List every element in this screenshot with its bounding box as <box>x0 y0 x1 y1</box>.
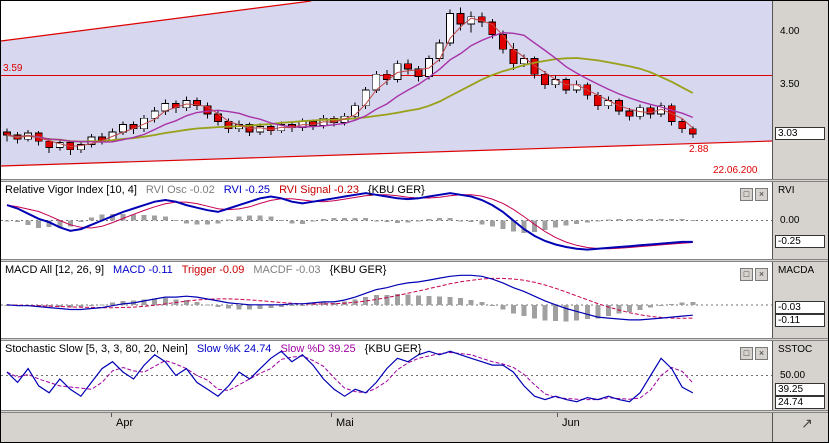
month-label: Mai <box>336 417 354 429</box>
stochastic-value-badge: 24.74 <box>775 395 825 409</box>
legend-item: Slow %D 39.25 <box>280 343 356 355</box>
legend-item: {KBU GER} <box>364 343 422 355</box>
legend-item: Stochastic Slow [5, 3, 3, 80, 20, Nein] <box>5 343 188 355</box>
restore-button[interactable]: □ <box>740 347 753 360</box>
legend-item: Slow %K 24.74 <box>196 343 272 355</box>
restore-button[interactable]: □ <box>740 188 753 201</box>
month-label: Apr <box>116 417 134 429</box>
value-axis-column <box>772 1 828 442</box>
macd-panel[interactable]: MACD All [12, 26, 9] MACD -0.11 Trigger -0… <box>1 262 772 338</box>
last-date-label: 22.06.200 <box>713 165 758 176</box>
rvi-legend: Relative Vigor Index [10, 4] RVI Osc -0.0… <box>5 184 434 196</box>
macd-plot <box>1 274 772 322</box>
rvi-panel-label[interactable]: RVI <box>778 185 795 196</box>
last-price-badge: 3.03 <box>775 126 825 140</box>
panel-window-buttons: □ × <box>738 343 768 361</box>
trendline-price-label: 3.59 <box>3 63 23 75</box>
legend-item: MACD -0.11 <box>113 264 173 276</box>
legend-item: RVI Osc -0.02 <box>145 184 215 196</box>
legend-item: Trigger -0.09 <box>181 264 245 276</box>
legend-item: MACDF -0.03 <box>253 264 321 276</box>
legend-item: RVI Signal -0.23 <box>279 184 359 196</box>
panel-separator[interactable] <box>1 259 828 262</box>
legend-item: RVI -0.25 <box>223 184 271 196</box>
stochastic-panel-label[interactable]: SSTOC <box>778 344 813 355</box>
channel-low-label: 2.88 <box>689 144 709 155</box>
axis-tick <box>111 412 112 417</box>
arrow-icon: ↗ <box>801 415 813 431</box>
close-button[interactable]: × <box>755 347 768 360</box>
close-button[interactable]: × <box>755 188 768 201</box>
macd-value-badge: -0.11 <box>775 313 825 327</box>
time-axis: Apr Mai Jun <box>1 412 772 442</box>
close-button[interactable]: × <box>755 268 768 281</box>
panel-separator[interactable] <box>1 338 828 341</box>
panel-window-buttons: □ × <box>738 264 768 282</box>
restore-button[interactable]: □ <box>740 268 753 281</box>
stochastic-plot <box>1 350 772 403</box>
rvi-panel[interactable]: Relative Vigor Index [10, 4] RVI Osc -0.0… <box>1 182 772 259</box>
legend-item: Relative Vigor Index [10, 4] <box>5 184 137 196</box>
macd-panel-label[interactable]: MACDA <box>778 265 815 276</box>
panel-window-buttons: □ × <box>738 184 768 202</box>
stochastic-panel[interactable]: Stochastic Slow [5, 3, 3, 80, 20, Nein] S… <box>1 341 772 410</box>
stochastic-axis-label: 50.00 <box>780 369 806 381</box>
panel-separator[interactable] <box>1 179 828 182</box>
price-axis-label: 3.50 <box>780 78 800 90</box>
stochastic-value-badge: 39.25 <box>775 382 825 396</box>
axis-tick <box>557 412 558 417</box>
price-chart-panel[interactable]: 3.59 2.88 22.06.200 <box>1 1 772 179</box>
legend-item: {KBU GER} <box>329 264 387 276</box>
rvi-plot <box>1 192 772 251</box>
macd-legend: MACD All [12, 26, 9] MACD -0.11 Trigger -0… <box>5 264 395 276</box>
panel-separator <box>1 410 828 413</box>
axis-tick <box>331 412 332 417</box>
legend-item: {KBU GER} <box>367 184 425 196</box>
price-axis-label: 4.00 <box>780 26 800 38</box>
stochastic-legend: Stochastic Slow [5, 3, 3, 80, 20, Nein] S… <box>5 343 431 355</box>
legend-item: MACD All [12, 26, 9] <box>5 264 105 276</box>
rvi-axis-label: 0.00 <box>780 214 800 226</box>
corner-arrow-button[interactable]: ↗ <box>794 415 820 435</box>
macd-value-badge: -0.03 <box>775 300 825 314</box>
month-label: Jun <box>562 417 580 429</box>
rvi-value-badge: -0.25 <box>775 234 825 248</box>
candlestick-plot <box>1 1 772 167</box>
